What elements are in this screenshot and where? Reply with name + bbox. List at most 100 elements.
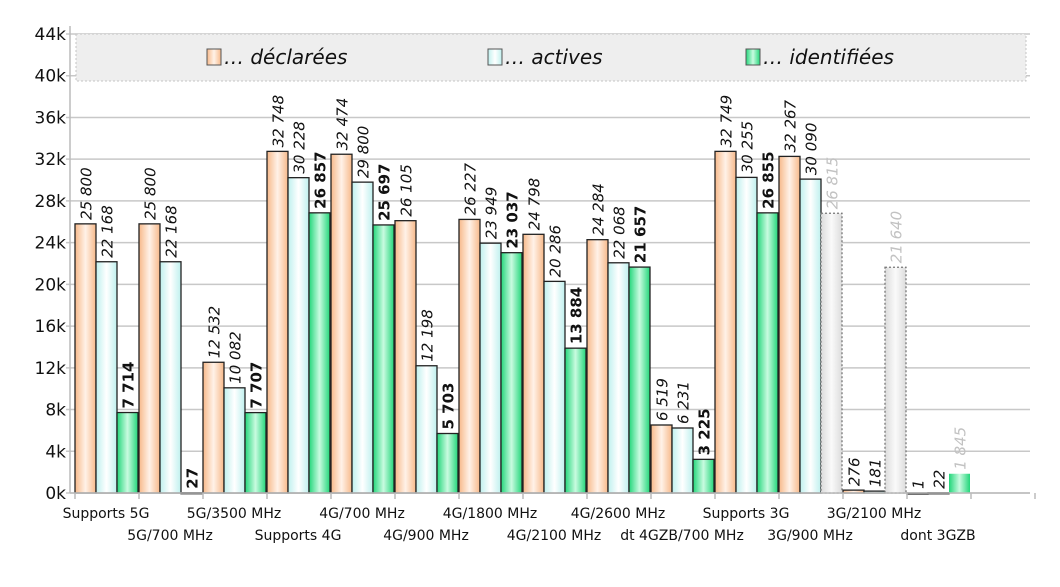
data-label: 26 857 — [312, 151, 330, 208]
bar — [74, 223, 97, 494]
x-category-label: 4G/2600 MHz — [571, 506, 666, 522]
x-category-label: 4G/1800 MHz — [443, 506, 538, 522]
data-label: 13 884 — [568, 287, 586, 344]
legend-label: … identifiées — [763, 45, 894, 69]
data-label: 30 090 — [803, 123, 821, 176]
data-label: 7 707 — [248, 362, 266, 409]
x-category-label: Supports 5G — [63, 506, 150, 522]
data-label: 32 748 — [270, 95, 288, 148]
bar — [650, 424, 673, 494]
x-category-label: 4G/900 MHz — [383, 528, 469, 544]
y-tick-label: 40k — [35, 67, 67, 87]
bar — [607, 262, 630, 494]
bar — [458, 218, 481, 494]
bar — [500, 252, 523, 494]
data-label: 181 — [867, 458, 885, 487]
axes: 0k 4k 8k 12k 16k 20k 24k 28k 32k 36k 40k 44k Support… — [35, 25, 1036, 544]
data-label: 20 286 — [547, 225, 565, 278]
bar — [692, 458, 715, 494]
data-label: 6 519 — [654, 378, 672, 421]
x-category-label: Supports 3G — [703, 506, 790, 522]
y-tick-label: 12k — [35, 359, 67, 379]
y-tick-label: 36k — [35, 108, 67, 128]
x-category-label: 4G/2100 MHz — [507, 528, 602, 544]
y-tick-label: 44k — [35, 25, 67, 45]
bar — [372, 224, 395, 494]
bar — [116, 411, 139, 494]
data-label: 25 800 — [142, 167, 160, 220]
legend: … déclarées … actives … identifiées — [75, 33, 1027, 82]
bar — [735, 176, 758, 494]
data-label: 23 949 — [483, 187, 501, 240]
legend-box — [75, 33, 1027, 82]
data-label: 25 800 — [78, 167, 96, 220]
bar — [778, 155, 801, 494]
data-label: 24 798 — [526, 178, 544, 231]
data-label: 22 168 — [99, 205, 117, 258]
bar — [756, 212, 779, 494]
x-category-label: dt 4GZB/700 MHz — [620, 528, 744, 544]
y-tick-label: 8k — [45, 401, 66, 421]
data-label: 1 845 — [952, 427, 970, 470]
data-label: 10 082 — [227, 331, 245, 384]
data-label: 22 — [931, 470, 949, 489]
bar — [244, 411, 267, 494]
bar — [714, 150, 737, 494]
legend-swatch — [206, 48, 222, 66]
data-label: 22 068 — [611, 206, 629, 259]
data-label: 32 267 — [782, 99, 800, 152]
bar — [330, 153, 353, 494]
data-label: 30 255 — [739, 121, 757, 174]
data-label: 5 703 — [440, 383, 458, 430]
bar — [159, 261, 182, 494]
x-category-label: 5G/3500 MHz — [187, 506, 282, 522]
y-tick-label: 32k — [35, 150, 67, 170]
x-category-label: 3G/900 MHz — [767, 528, 853, 544]
data-label: 6 231 — [675, 381, 693, 424]
data-label: 32 749 — [718, 95, 736, 148]
bar — [586, 239, 609, 494]
bar — [95, 261, 118, 494]
bar — [138, 223, 161, 494]
bar — [564, 347, 587, 494]
data-label: 21 640 — [888, 211, 906, 264]
bar — [479, 242, 502, 494]
bar — [884, 266, 907, 494]
bar — [820, 212, 843, 494]
data-label: 26 815 — [824, 157, 842, 210]
bar — [394, 220, 417, 494]
bar — [308, 212, 331, 494]
y-tick-label: 4k — [45, 442, 66, 462]
y-tick-label: 20k — [35, 275, 67, 295]
bar — [543, 280, 566, 494]
y-tick-label: 0k — [45, 484, 66, 504]
data-label: 30 228 — [291, 121, 309, 174]
legend-label: … déclarées — [224, 45, 347, 69]
bar — [202, 361, 225, 494]
data-label: 26 105 — [398, 164, 416, 217]
data-label: 27 — [184, 468, 202, 489]
bar — [223, 387, 246, 494]
data-label: 29 800 — [355, 126, 373, 179]
legend-swatch — [487, 48, 503, 66]
x-category-label: 4G/700 MHz — [319, 506, 405, 522]
data-label: 32 474 — [334, 98, 352, 151]
legend-label: … actives — [505, 45, 603, 69]
data-label: 12 198 — [419, 309, 437, 362]
bar — [287, 177, 310, 494]
bar — [522, 233, 545, 494]
data-label: 276 — [846, 457, 864, 486]
legend-swatch — [745, 48, 761, 66]
bar — [436, 432, 459, 494]
x-category-label: 5G/700 MHz — [127, 528, 213, 544]
bar — [415, 365, 438, 494]
x-category-label: dont 3GZB — [900, 528, 975, 544]
data-label: 1 — [910, 479, 928, 489]
bar — [949, 473, 970, 493]
data-label: 7 714 — [120, 362, 138, 409]
data-label: 3 225 — [696, 408, 714, 455]
bar — [628, 266, 651, 494]
bar — [351, 181, 374, 494]
